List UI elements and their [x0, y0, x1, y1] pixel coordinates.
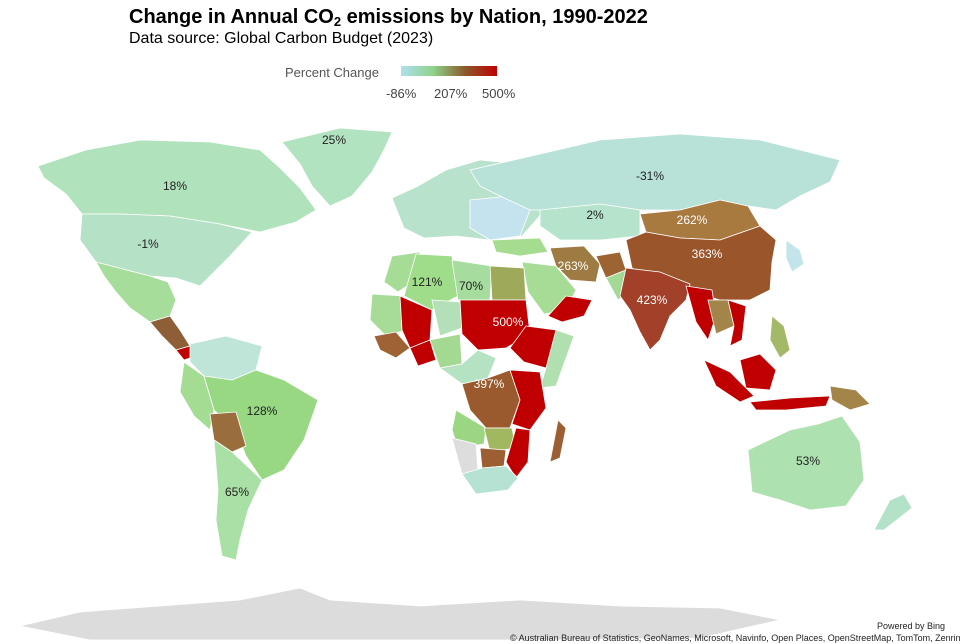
region-argentina[interactable]	[213, 439, 263, 561]
map-label-canada: 18%	[163, 179, 187, 193]
legend-mid-label: 207%	[434, 86, 468, 101]
region-indonesia-isles[interactable]	[749, 395, 831, 411]
region-indonesia-west[interactable]	[703, 359, 755, 403]
region-egypt[interactable]	[489, 265, 527, 301]
legend-min-label: -86%	[386, 86, 417, 101]
region-nigeria[interactable]	[429, 333, 463, 369]
region-greenland[interactable]	[281, 127, 393, 207]
region-south-africa[interactable]	[461, 465, 519, 495]
region-niger[interactable]	[431, 299, 463, 337]
chart-title: Change in Annual CO2 emissions by Nation…	[129, 6, 648, 29]
region-madagascar[interactable]	[549, 419, 567, 463]
powered-by-credit: Powered by Bing	[876, 621, 945, 631]
region-guinea-coast[interactable]	[373, 331, 411, 359]
region-japan[interactable]	[785, 239, 805, 273]
region-zimbabwe[interactable]	[479, 447, 507, 469]
region-india[interactable]	[619, 267, 691, 351]
map-label-usa: -1%	[137, 237, 159, 251]
legend-title: Percent Change	[285, 65, 379, 80]
antarctica	[19, 587, 781, 641]
map-label-libya: 70%	[459, 279, 483, 293]
region-oman-yemen[interactable]	[547, 295, 593, 323]
map-label-india: 423%	[637, 293, 668, 307]
map-label-greenland: 25%	[322, 133, 346, 147]
region-mozambique[interactable]	[505, 427, 531, 479]
region-papua[interactable]	[829, 385, 871, 411]
legend-max-label: 500%	[482, 86, 516, 101]
map-label-drc: 397%	[474, 377, 505, 391]
map-label-china: 363%	[692, 247, 723, 261]
region-australia[interactable]	[747, 415, 865, 511]
region-canada[interactable]	[37, 139, 317, 233]
map-data-credit: © Australian Bureau of Statistics, GeoNa…	[510, 633, 960, 643]
region-new-zealand[interactable]	[873, 493, 913, 531]
region-bolivia[interactable]	[209, 411, 247, 453]
world-choropleth-map[interactable]: 25% 18% -1% -31% 2% 262% 363% 263% 423% 121% 70% 50…	[0, 100, 960, 644]
region-kazakhstan[interactable]	[539, 203, 641, 241]
region-myanmar[interactable]	[685, 285, 717, 341]
map-label-iran: 263%	[558, 259, 589, 273]
map-label-russia: -31%	[636, 169, 664, 183]
chart-subtitle: Data source: Global Carbon Budget (2023)	[129, 30, 434, 47]
region-somalia[interactable]	[539, 329, 575, 389]
map-label-chad: 500%	[493, 315, 524, 329]
region-namibia[interactable]	[451, 437, 479, 475]
region-philippines[interactable]	[769, 315, 791, 359]
region-vietnam[interactable]	[727, 299, 747, 347]
map-label-argentina: 65%	[225, 485, 249, 499]
map-label-australia: 53%	[796, 454, 820, 468]
legend-gradient-bar	[401, 66, 497, 76]
map-label-kazakhstan: 2%	[586, 208, 604, 222]
map-label-mongolia: 262%	[677, 213, 708, 227]
region-central-america[interactable]	[149, 315, 191, 351]
region-indonesia-east[interactable]	[739, 353, 777, 391]
map-label-algeria: 121%	[412, 275, 443, 289]
map-label-brazil: 128%	[247, 404, 278, 418]
region-ghana-benin[interactable]	[409, 339, 437, 367]
region-turkey[interactable]	[491, 237, 549, 257]
